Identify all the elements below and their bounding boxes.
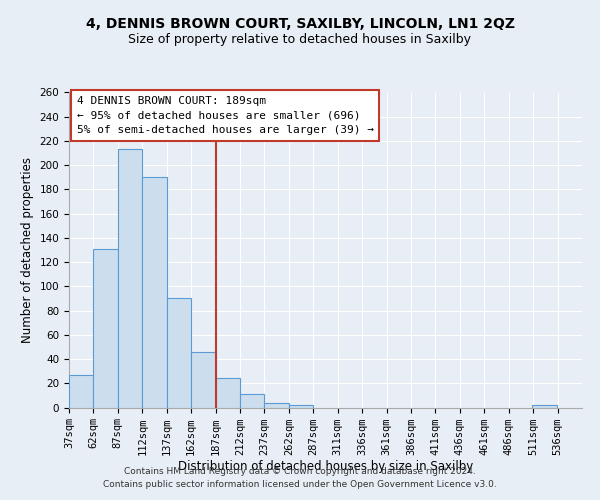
Text: Size of property relative to detached houses in Saxilby: Size of property relative to detached ho… (128, 32, 472, 46)
Bar (69, 375, 94, 408)
Bar (167, 298, 191, 408)
Text: 4 DENNIS BROWN COURT: 189sqm
← 95% of detached houses are smaller (696)
5% of se: 4 DENNIS BROWN COURT: 189sqm ← 95% of de… (77, 96, 374, 135)
Bar (191, 352, 215, 408)
Bar (265, 402, 289, 407)
Text: 4, DENNIS BROWN COURT, SAXILBY, LINCOLN, LN1 2QZ: 4, DENNIS BROWN COURT, SAXILBY, LINCOLN,… (86, 18, 515, 32)
Text: Contains HM Land Registry data © Crown copyright and database right 2024.: Contains HM Land Registry data © Crown c… (124, 467, 476, 476)
Text: Contains public sector information licensed under the Open Government Licence v3: Contains public sector information licen… (103, 480, 497, 489)
Bar (289, 405, 313, 407)
Bar (94, 249, 118, 408)
Y-axis label: Number of detached properties: Number of detached properties (21, 157, 34, 343)
Bar (215, 378, 240, 408)
Bar (118, 150, 142, 408)
Bar (142, 178, 167, 408)
Bar (532, 405, 557, 407)
X-axis label: Distribution of detached houses by size in Saxilby: Distribution of detached houses by size … (178, 460, 473, 473)
Bar (240, 394, 265, 407)
